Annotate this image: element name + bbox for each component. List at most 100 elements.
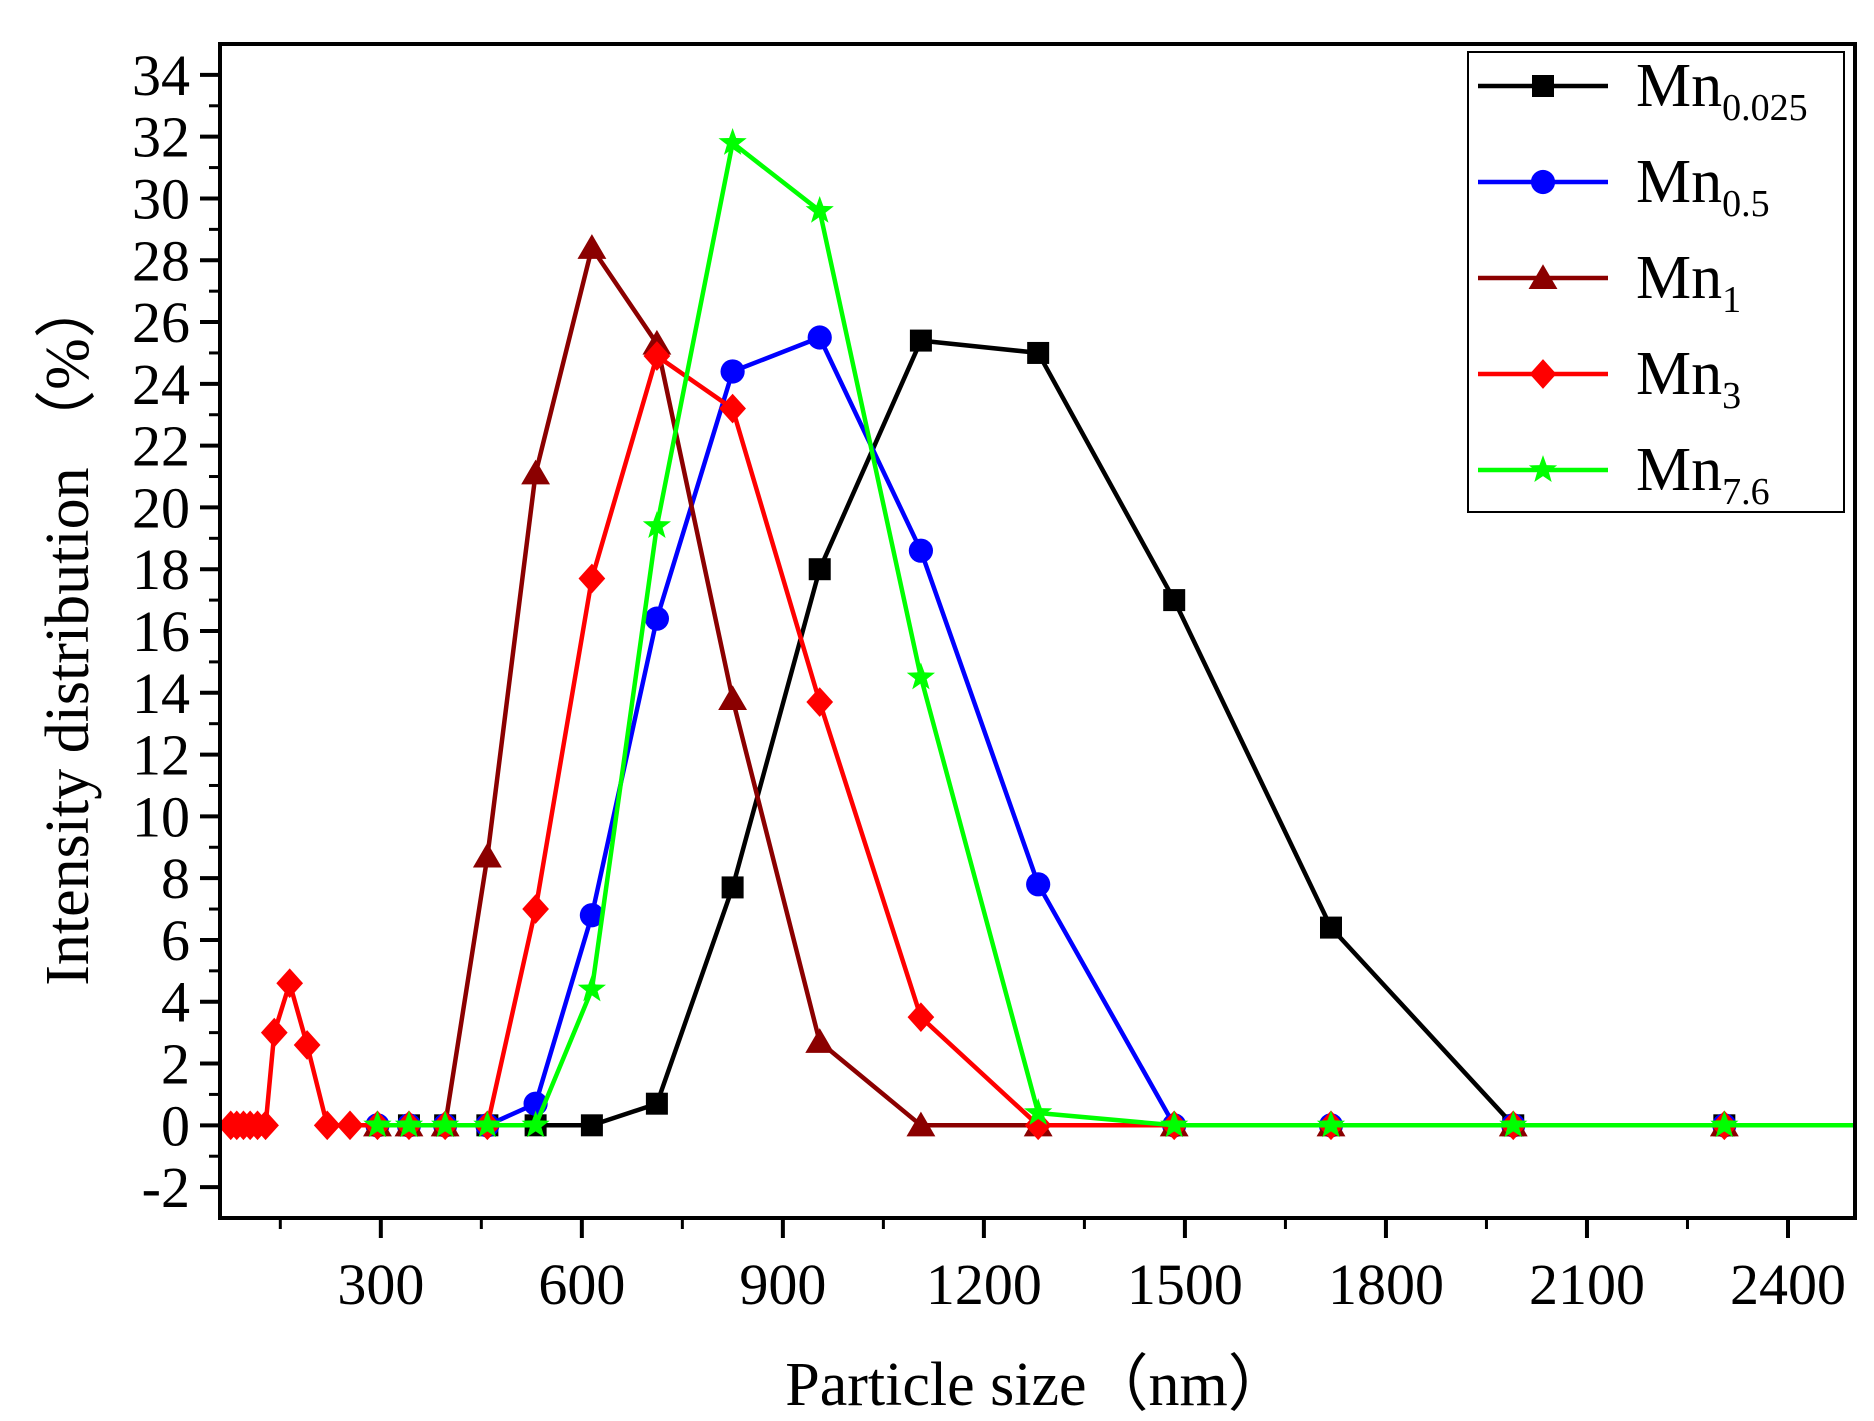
series-mn7-6 bbox=[363, 128, 1855, 1138]
x-tick-label: 300 bbox=[337, 1252, 424, 1317]
data-point bbox=[808, 558, 831, 581]
data-point bbox=[806, 687, 834, 717]
data-point bbox=[805, 196, 834, 223]
series-line bbox=[377, 140, 1855, 1128]
y-axis-title: Intensity distribution （%） bbox=[34, 276, 102, 986]
data-point bbox=[718, 685, 748, 710]
data-point bbox=[577, 974, 606, 1002]
data-point bbox=[252, 1110, 279, 1141]
y-tick-label: 20 bbox=[132, 475, 190, 540]
y-tick-label: 0 bbox=[161, 1093, 190, 1158]
legend-item: Mn0.5 bbox=[1478, 148, 1770, 225]
data-point bbox=[644, 606, 669, 631]
data-point bbox=[431, 1110, 460, 1138]
x-tick-label: 1800 bbox=[1328, 1252, 1444, 1317]
data-point bbox=[907, 1002, 935, 1033]
x-tick-label: 2400 bbox=[1730, 1252, 1846, 1317]
y-tick-label: 2 bbox=[161, 1032, 190, 1097]
data-point bbox=[580, 1114, 603, 1137]
legend-item: Mn7.6 bbox=[1478, 436, 1770, 513]
y-tick-label: 18 bbox=[132, 537, 190, 602]
x-tick-label: 1500 bbox=[1127, 1252, 1243, 1317]
data-point bbox=[521, 459, 551, 485]
legend-box bbox=[1467, 51, 1845, 513]
data-point bbox=[906, 1111, 936, 1137]
data-point bbox=[643, 341, 671, 371]
y-tick-label: 16 bbox=[132, 599, 190, 664]
y-tick-label: 10 bbox=[132, 784, 190, 849]
data-point bbox=[1316, 1110, 1346, 1138]
y-tick-label: -2 bbox=[142, 1155, 190, 1220]
x-tick-label: 900 bbox=[739, 1252, 826, 1317]
axes: 300 600 900 1200 1500 1800 2100 2400-2024681012… bbox=[132, 43, 1846, 1317]
y-tick-label: 28 bbox=[132, 228, 190, 293]
data-point bbox=[293, 1030, 321, 1060]
legend-item: Mn0.025 bbox=[1478, 52, 1808, 129]
plot-frame bbox=[218, 42, 1857, 1220]
legend-marker bbox=[1528, 264, 1558, 289]
data-point bbox=[1499, 1110, 1528, 1138]
legend-label: Mn1 bbox=[1636, 244, 1741, 321]
data-point bbox=[908, 538, 934, 563]
data-point bbox=[807, 325, 832, 350]
legend-marker bbox=[1530, 169, 1556, 195]
data-point bbox=[472, 842, 502, 868]
data-point bbox=[1710, 1110, 1739, 1138]
y-tick-label: 4 bbox=[161, 970, 190, 1035]
y-tick-label: 22 bbox=[132, 414, 190, 479]
legend-item: Mn1 bbox=[1478, 244, 1741, 321]
legend-label: Mn3 bbox=[1636, 340, 1741, 417]
data-point bbox=[1026, 872, 1051, 897]
legend: Mn0.025 Mn0.5 Mn1 Mn3 Mn7.6 bbox=[1467, 51, 1845, 513]
legend-label: Mn0.025 bbox=[1636, 52, 1808, 129]
legend-label: Mn0.5 bbox=[1636, 148, 1770, 225]
data-point bbox=[522, 894, 549, 924]
legend-marker bbox=[1529, 359, 1557, 389]
data-point bbox=[805, 1028, 835, 1053]
data-point bbox=[394, 1110, 424, 1138]
x-tick-label: 1200 bbox=[926, 1252, 1042, 1317]
data-point bbox=[336, 1110, 364, 1141]
data-point bbox=[721, 876, 744, 899]
y-tick-label: 30 bbox=[132, 166, 190, 231]
data-point bbox=[577, 234, 607, 259]
data-point bbox=[1027, 341, 1050, 364]
y-tick-label: 26 bbox=[132, 290, 190, 355]
series-layer bbox=[220, 128, 1855, 1141]
data-point bbox=[276, 968, 304, 999]
legend-item: Mn3 bbox=[1478, 340, 1741, 417]
y-tick-label: 14 bbox=[132, 661, 190, 726]
data-point bbox=[719, 393, 746, 424]
legend-marker bbox=[1528, 455, 1558, 482]
data-point bbox=[1163, 589, 1186, 612]
data-point bbox=[1160, 1110, 1189, 1138]
data-point bbox=[260, 1017, 288, 1048]
x-tick-label: 600 bbox=[538, 1252, 625, 1317]
data-point bbox=[363, 1110, 392, 1138]
x-axis-title: Particle size（nm） bbox=[785, 1351, 1289, 1419]
legend-label: Mn7.6 bbox=[1636, 436, 1770, 513]
y-tick-label: 6 bbox=[161, 908, 190, 973]
data-point bbox=[578, 563, 606, 594]
data-point bbox=[645, 1092, 668, 1115]
y-tick-label: 8 bbox=[161, 846, 190, 911]
data-point bbox=[521, 1110, 550, 1138]
data-point bbox=[718, 128, 747, 155]
data-point bbox=[579, 903, 604, 928]
y-tick-label: 12 bbox=[132, 723, 190, 788]
data-point bbox=[1319, 916, 1342, 939]
data-point bbox=[313, 1110, 341, 1141]
y-tick-label: 32 bbox=[132, 105, 190, 170]
y-tick-label: 34 bbox=[132, 43, 190, 108]
legend-marker bbox=[1532, 75, 1554, 97]
data-point bbox=[909, 329, 932, 352]
data-point bbox=[642, 511, 671, 538]
data-point bbox=[1024, 1098, 1053, 1125]
x-tick-label: 2100 bbox=[1529, 1252, 1645, 1317]
data-point bbox=[1024, 1110, 1052, 1141]
y-tick-label: 24 bbox=[132, 352, 190, 417]
data-point bbox=[473, 1110, 502, 1138]
data-point bbox=[906, 662, 935, 690]
data-point bbox=[720, 359, 745, 384]
